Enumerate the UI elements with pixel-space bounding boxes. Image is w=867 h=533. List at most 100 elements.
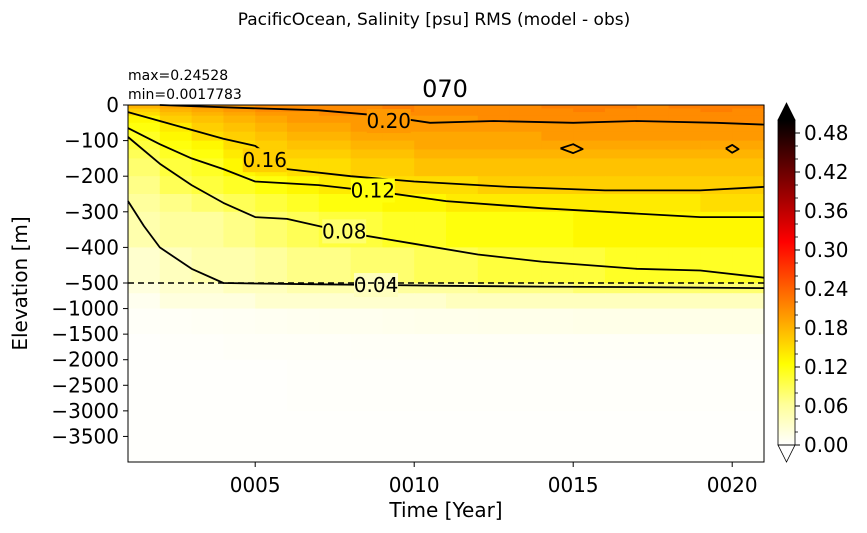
heatmap-cell [668, 308, 701, 335]
heatmap-cell [128, 105, 161, 110]
heatmap-cell [636, 122, 670, 133]
heatmap-cell [414, 108, 447, 113]
heatmap-cell [159, 293, 193, 310]
heatmap-cell [446, 122, 479, 133]
x-tick-label: 0015 [548, 473, 599, 497]
heatmap-cell [477, 158, 511, 177]
contour-loop [560, 143, 584, 154]
heatmap-cell [223, 283, 256, 294]
heatmap-cell [605, 293, 638, 310]
heatmap-cell [477, 334, 511, 361]
heatmap-cell [382, 158, 415, 177]
heatmap-cell [541, 410, 574, 463]
heatmap-cell [605, 283, 638, 294]
heatmap-cell [287, 158, 320, 177]
heatmap-cell [414, 105, 447, 110]
heatmap-cell [223, 334, 256, 361]
heatmap-cell [732, 115, 765, 124]
heatmap-cell [668, 359, 701, 412]
heatmap-cell [700, 115, 733, 124]
contour-line [159, 104, 765, 126]
heatmap-cell [573, 158, 606, 177]
heatmap-cell [732, 122, 765, 133]
colorbar-gradient [778, 120, 795, 445]
heatmap-cell [509, 122, 542, 133]
heatmap-cell [446, 359, 479, 412]
heatmap-cell [477, 283, 511, 294]
heatmap-cell [159, 149, 193, 159]
heatmap-cell [477, 410, 511, 463]
x-axis-label: Time [Year] [388, 498, 502, 522]
heatmap-cell [318, 115, 352, 124]
heatmap-cell [477, 105, 511, 110]
heatmap-cell [287, 149, 320, 159]
heatmap-cell [636, 112, 670, 117]
heatmap-cell [287, 140, 320, 151]
heatmap-cell [700, 308, 733, 335]
heatmap-cell [446, 247, 479, 284]
heatmap-cell [159, 359, 193, 412]
heatmap-cell [287, 359, 320, 412]
heatmap-cell [732, 131, 765, 142]
contour-label: 0.12 [351, 178, 396, 202]
x-tick-label: 0020 [707, 473, 758, 497]
heatmap-cell [605, 112, 638, 117]
heatmap-cell [700, 158, 733, 177]
contour-label-background [366, 109, 411, 134]
heatmap-cell [128, 247, 161, 284]
heatmap-cell [191, 334, 224, 361]
heatmap-cell [700, 112, 733, 117]
heatmap-cell [255, 105, 288, 110]
heatmap-cell [605, 115, 638, 124]
heatmap-cell [700, 108, 733, 113]
heatmap-cell [700, 105, 733, 110]
heatmap-cell [128, 308, 161, 335]
heatmap-cell [287, 211, 320, 248]
heatmap-cell [541, 293, 574, 310]
heatmap-cell [414, 308, 447, 335]
heatmap-cell [446, 105, 479, 110]
heatmap-cell [255, 108, 288, 113]
colorbar-tick-label: 0.24 [804, 277, 849, 301]
colorbar-tick-label: 0.30 [804, 238, 849, 262]
heatmap-cell [128, 334, 161, 361]
heatmap-cell [414, 122, 447, 133]
heatmap-cell [223, 410, 256, 463]
heatmap-cell [382, 293, 415, 310]
heatmap-cell [446, 149, 479, 159]
heatmap-cell [732, 105, 765, 110]
heatmap-cell [382, 105, 415, 110]
heatmap-cell [128, 158, 161, 177]
heatmap-cell [318, 293, 352, 310]
heatmap-cell [128, 283, 161, 294]
heatmap-cell [541, 334, 574, 361]
heatmap-cell [287, 112, 320, 117]
heatmap-cell [128, 149, 161, 159]
heatmap-cell [573, 283, 606, 294]
heatmap-cell [191, 131, 224, 142]
heatmap-cell [318, 105, 352, 110]
contour-label-background [322, 219, 367, 244]
heatmap-cell [159, 194, 193, 213]
heatmap-cell [287, 308, 320, 335]
heatmap-cell [159, 283, 193, 294]
heatmap-cell [350, 359, 383, 412]
heatmap-cell [223, 112, 256, 117]
heatmap-cell [414, 334, 447, 361]
heatmap-cell [509, 176, 542, 195]
heatmap-cell [287, 115, 320, 124]
heatmap-cell [318, 194, 352, 213]
heatmap-cell [191, 211, 224, 248]
heatmap-cell [414, 115, 447, 124]
heatmap-cell [668, 158, 701, 177]
heatmap-cell [477, 149, 511, 159]
heatmap-cell [159, 410, 193, 463]
heatmap-cell [541, 359, 574, 412]
heatmap-cell [287, 410, 320, 463]
colorbar-tick-label: 0.48 [804, 121, 849, 145]
heatmap-cell [700, 359, 733, 412]
stats-max-label: max=0.24528 [128, 68, 228, 84]
heatmap-cell [477, 112, 511, 117]
heatmap-cell [541, 158, 574, 177]
heatmap-cell [509, 108, 542, 113]
